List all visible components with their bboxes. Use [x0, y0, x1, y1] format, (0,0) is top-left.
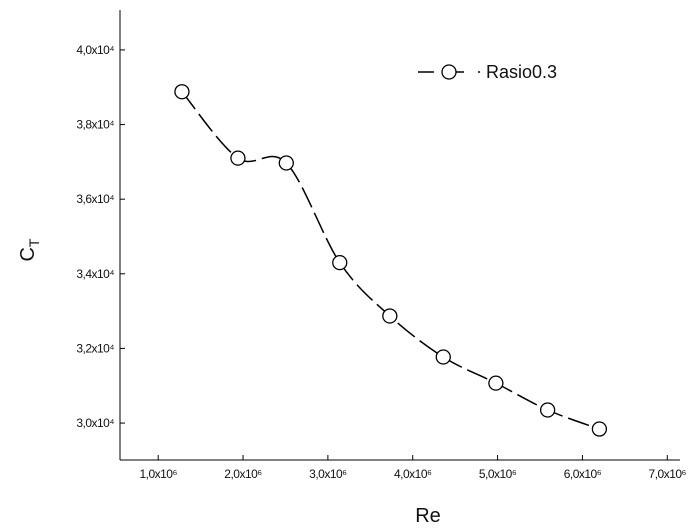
x-tick-label: 5,0x10⁶ [479, 467, 517, 481]
x-tick-label: 3,0x10⁶ [309, 467, 347, 481]
data-point [278, 155, 294, 171]
data-point [488, 375, 504, 391]
y-tick-label: 3,8x10⁴ [76, 118, 114, 132]
data-point [435, 349, 451, 365]
series-line [181, 91, 600, 430]
x-tick-label: 2,0x10⁶ [224, 467, 262, 481]
data-point [230, 150, 246, 166]
x-tick-label: 7,0x10⁶ [649, 467, 687, 481]
data-point [591, 421, 608, 437]
y-axis-title-sub: T [26, 238, 42, 247]
y-tick-label: 4,0x10⁴ [76, 43, 114, 57]
y-tick-label: 3,4x10⁴ [76, 267, 114, 281]
x-tick-label: 4,0x10⁶ [394, 467, 432, 481]
y-tick-label: 3,0x10⁴ [76, 416, 114, 430]
y-axis-title: CT [17, 238, 42, 261]
x-tick-label: 1,0x10⁶ [139, 467, 177, 481]
y-tick-label: 3,6x10⁴ [76, 192, 114, 206]
x-tick-label: 6,0x10⁶ [564, 467, 602, 481]
x-axis-title: Re [415, 505, 441, 527]
y-axis-title-main: C [17, 247, 39, 261]
legend-label: Rasio0.3 [486, 62, 557, 82]
data-point [382, 308, 398, 324]
data-point [332, 254, 348, 271]
data-point [539, 402, 556, 418]
legend-marker [441, 64, 457, 80]
data-point [174, 84, 190, 100]
y-tick-label: 3,2x10⁴ [76, 341, 114, 355]
